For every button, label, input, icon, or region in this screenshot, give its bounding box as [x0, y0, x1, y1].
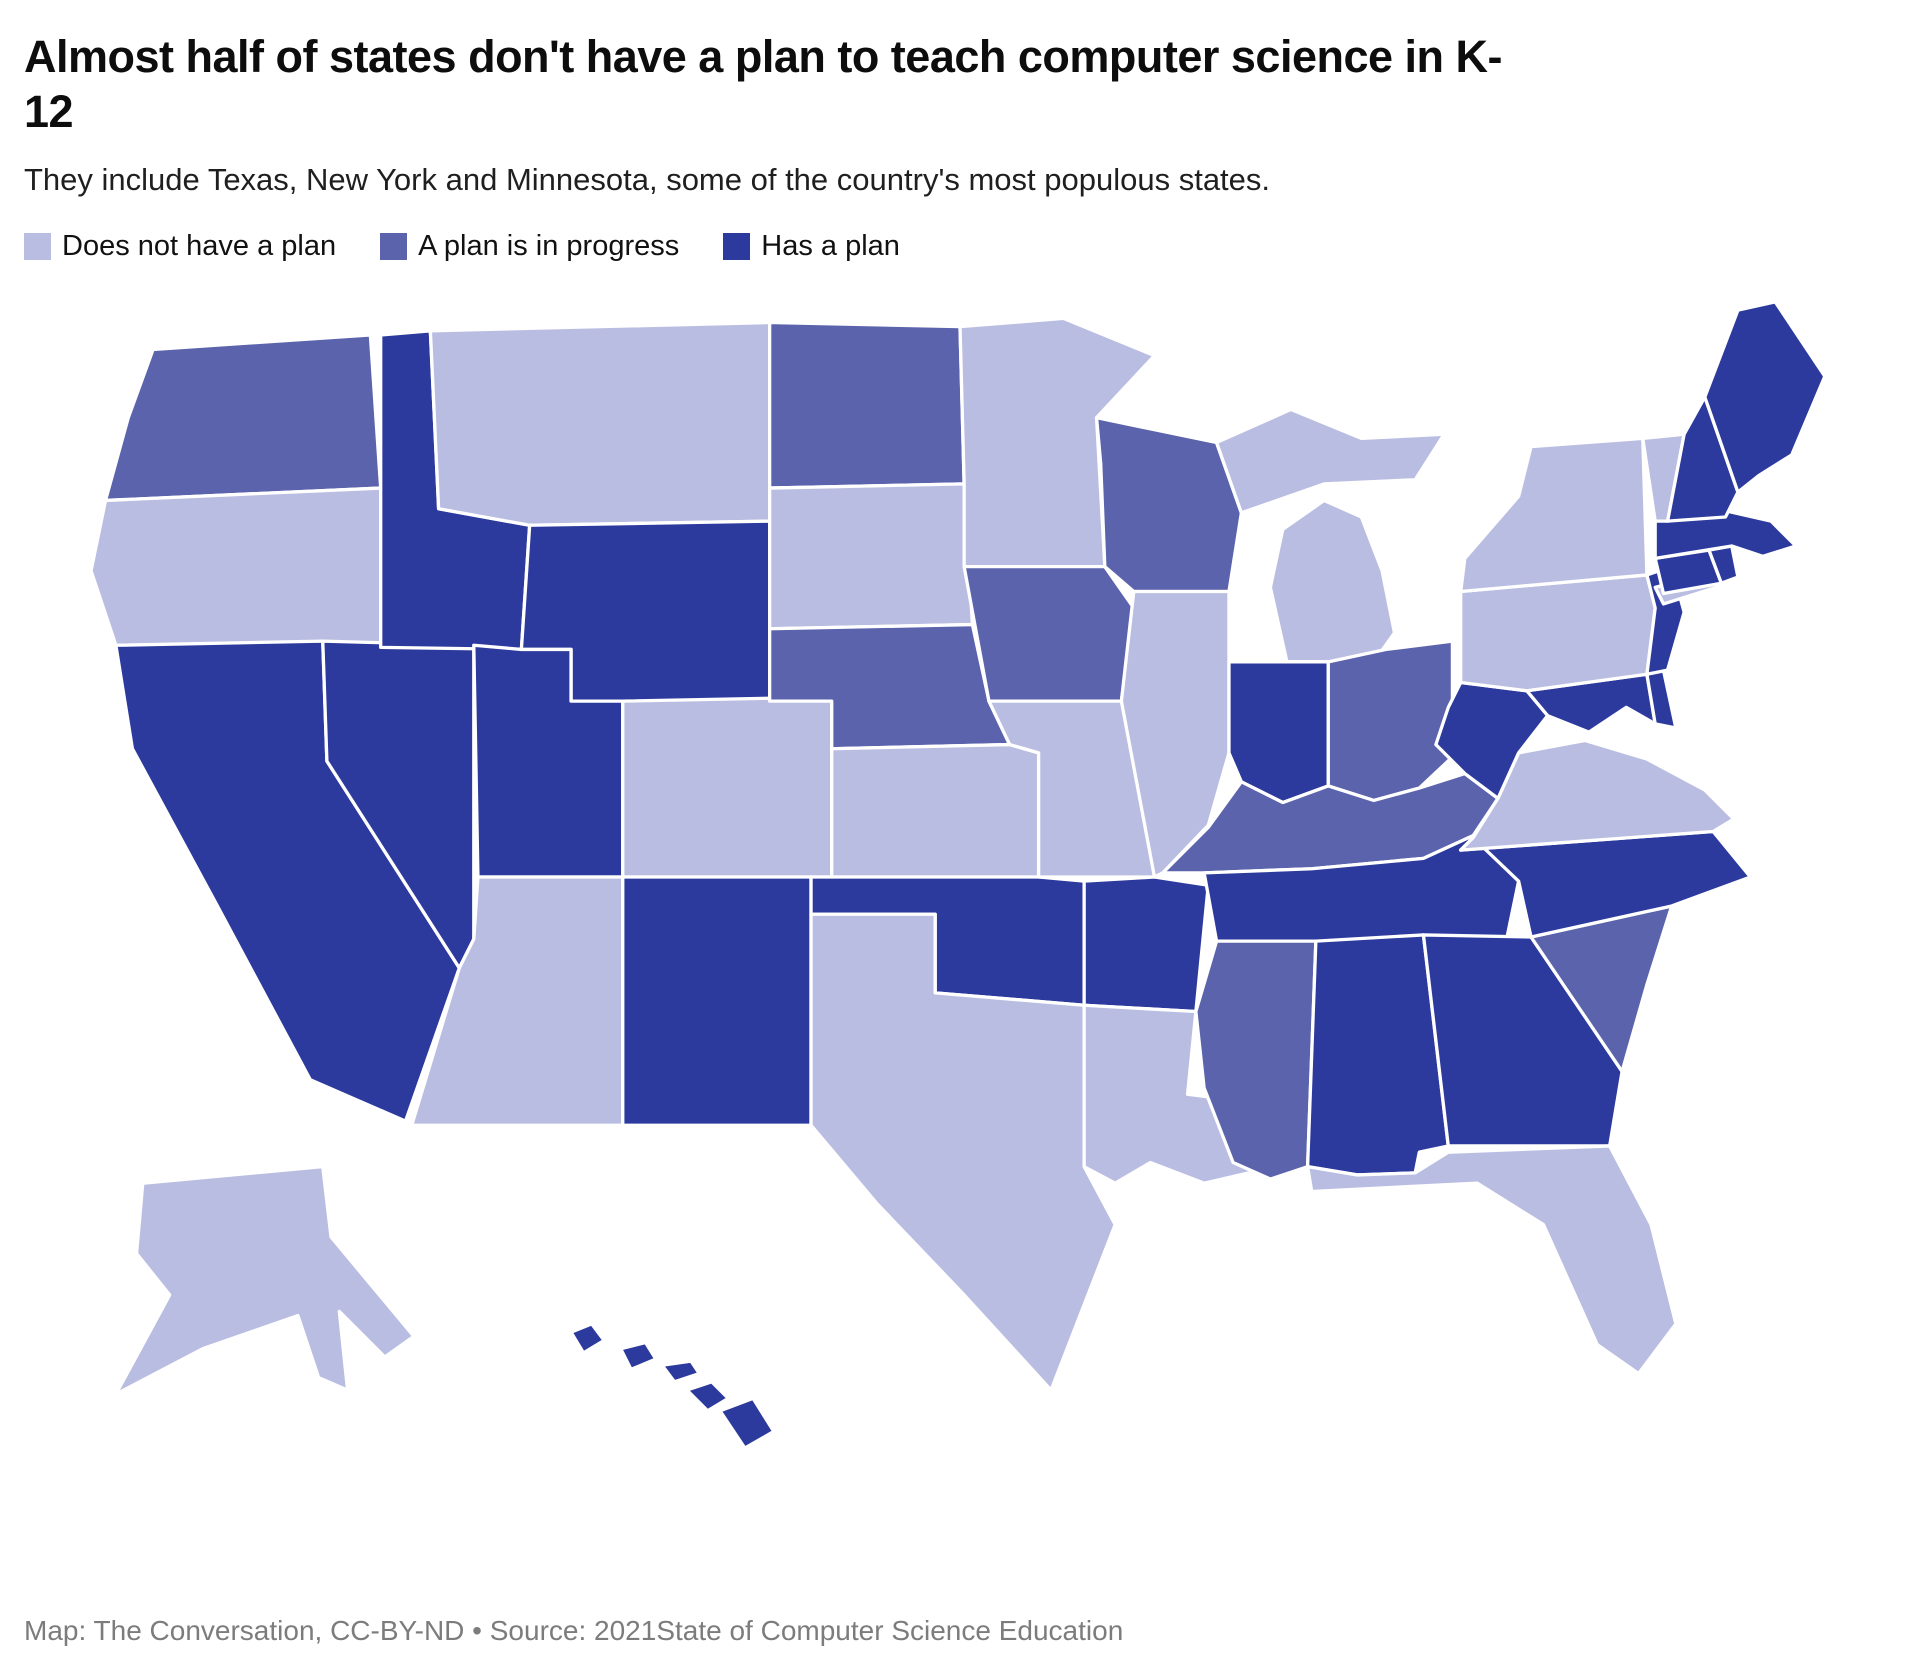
page-title: Almost half of states don't have a plan … [24, 31, 1503, 137]
legend-item-has-plan: Has a plan [723, 230, 900, 263]
state-maine [1703, 300, 1827, 494]
legend-swatch-in-progress [380, 233, 408, 261]
states-group [89, 300, 1827, 1450]
legend-item-no-plan: Does not have a plan [24, 230, 336, 263]
state-north-dakota [767, 320, 966, 490]
page-subtitle: They include Texas, New York and Minneso… [24, 161, 1271, 197]
state-colorado [621, 695, 834, 879]
state-arkansas [1082, 875, 1210, 1014]
state-hawaii [569, 1322, 776, 1450]
state-washington [103, 333, 383, 503]
state-kansas [830, 743, 1041, 879]
us-choropleth-map [24, 277, 1896, 1605]
state-georgia [1421, 933, 1624, 1148]
legend-swatch-no-plan [24, 233, 51, 261]
state-iowa [962, 565, 1136, 703]
state-new-mexico [621, 875, 813, 1128]
state-south-dakota [767, 482, 975, 631]
state-montana [428, 320, 772, 528]
state-ohio [1326, 639, 1455, 803]
legend-swatch-has-plan [723, 233, 751, 261]
legend-label-has-plan: Has a plan [761, 230, 900, 263]
legend-label-in-progress: A plan is in progress [418, 230, 680, 263]
header: Almost half of states don't have a plan … [24, 26, 1896, 200]
state-pennsylvania [1459, 573, 1657, 693]
state-texas [809, 912, 1117, 1392]
state-virginia [1459, 738, 1736, 852]
state-florida [1305, 1144, 1678, 1376]
legend-label-no-plan: Does not have a plan [62, 230, 337, 263]
us-map-svg [89, 300, 1827, 1450]
footer-credit: Map: The Conversation, CC-BY-ND • Source… [24, 1615, 1124, 1646]
state-michigan [1214, 407, 1446, 664]
legend-item-in-progress: A plan is in progress [380, 230, 679, 263]
legend: Does not have a plan A plan is in progre… [24, 230, 1896, 263]
state-massachusetts [1653, 509, 1798, 561]
state-alaska [114, 1165, 416, 1396]
state-new-hampshire [1665, 395, 1740, 523]
state-louisiana [1082, 1003, 1260, 1185]
state-oregon [89, 486, 383, 648]
